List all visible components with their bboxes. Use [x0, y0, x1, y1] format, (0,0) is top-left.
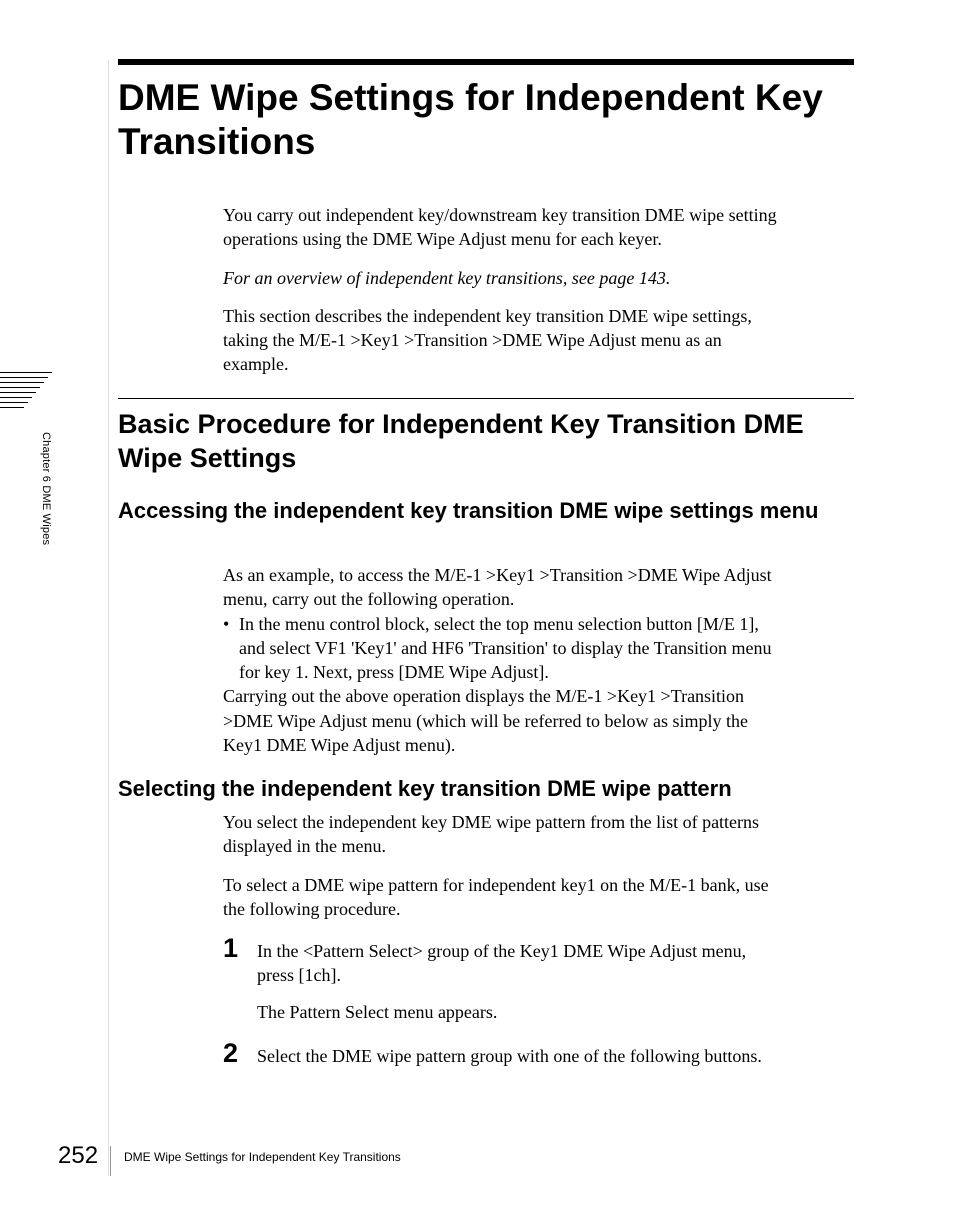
- top-rule: [118, 59, 854, 65]
- intro-p1: You carry out independent key/downstream…: [223, 203, 783, 252]
- step-2: 2 Select the DME wipe pattern group with…: [223, 1040, 787, 1068]
- step-1: 1 In the <Pattern Select> group of the K…: [223, 935, 787, 988]
- section-title: Basic Procedure for Independent Key Tran…: [118, 408, 854, 476]
- sub1-bullet-text: In the menu control block, select the to…: [239, 612, 787, 685]
- sub2-p2: To select a DME wipe pattern for indepen…: [223, 873, 787, 922]
- bullet-dot: •: [223, 612, 239, 685]
- footer-divider: [110, 1146, 111, 1176]
- intro-p3: This section describes the independent k…: [223, 304, 783, 377]
- left-margin-rule: [108, 60, 109, 1176]
- step-1-num: 1: [223, 935, 257, 962]
- step-2-text: Select the DME wipe pattern group with o…: [257, 1044, 787, 1068]
- sub1-p1: As an example, to access the M/E-1 >Key1…: [223, 563, 787, 612]
- subheading-selecting: Selecting the independent key transition…: [118, 775, 854, 803]
- main-title: DME Wipe Settings for Independent Key Tr…: [118, 76, 854, 163]
- section-rule: [118, 398, 854, 399]
- step-1-text: In the <Pattern Select> group of the Key…: [257, 939, 787, 988]
- sub2-p1: You select the independent key DME wipe …: [223, 810, 787, 859]
- step-2-num: 2: [223, 1040, 257, 1067]
- page: DME Wipe Settings for Independent Key Tr…: [0, 0, 954, 1212]
- footer-breadcrumb: DME Wipe Settings for Independent Key Tr…: [124, 1150, 401, 1164]
- sub1-bullet: • In the menu control block, select the …: [223, 612, 787, 685]
- subheading-accessing: Accessing the independent key transition…: [118, 497, 854, 525]
- intro-p2: For an overview of independent key trans…: [223, 266, 783, 290]
- sub1-p2: Carrying out the above operation display…: [223, 684, 787, 757]
- intro-block: You carry out independent key/downstream…: [223, 203, 783, 391]
- step-1-after: The Pattern Select menu appears.: [257, 1000, 787, 1024]
- sidebar-decoration: [0, 372, 52, 412]
- sub1-body: As an example, to access the M/E-1 >Key1…: [223, 563, 787, 757]
- sub2-body: You select the independent key DME wipe …: [223, 810, 787, 1080]
- page-number: 252: [58, 1142, 98, 1170]
- sidebar-chapter-label: Chapter 6 DME Wipes: [40, 432, 52, 545]
